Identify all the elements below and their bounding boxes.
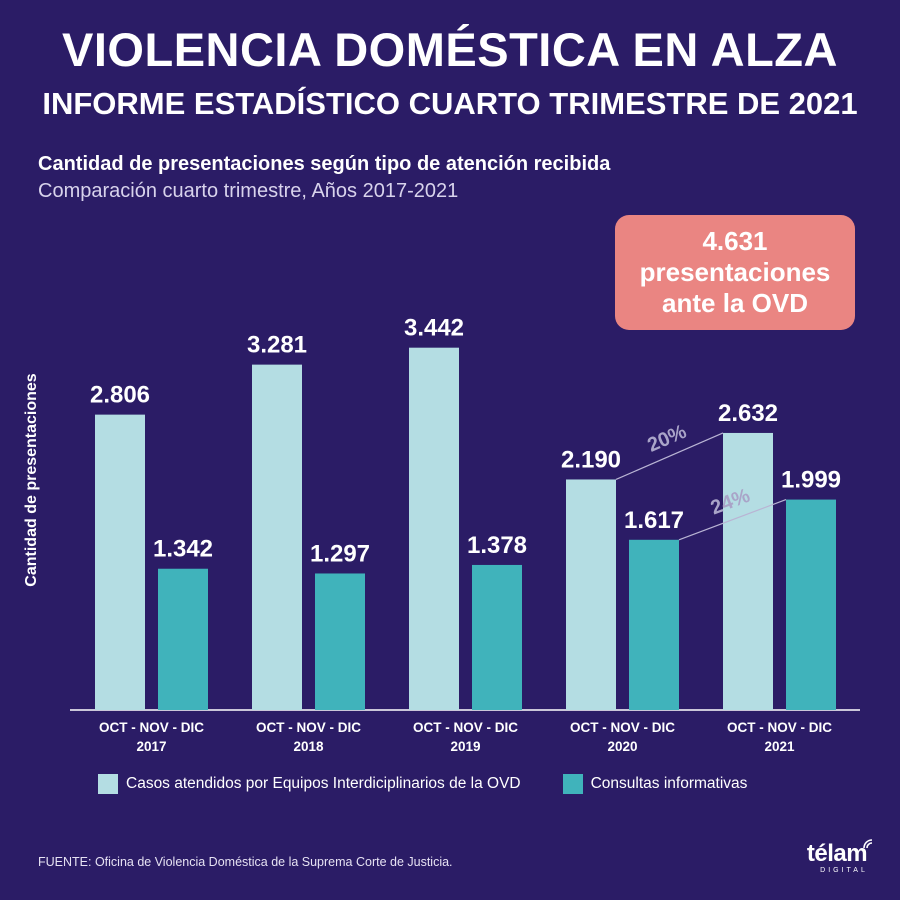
data-label-casos-2020: 2.190 — [561, 446, 621, 473]
data-label-casos-2018: 3.281 — [247, 332, 307, 359]
x-tick-year-2020: 2020 — [607, 739, 637, 754]
x-tick-label-2019: OCT - NOV - DIC — [413, 720, 518, 735]
chart-subtitle: Comparación cuarto trimestre, Años 2017-… — [38, 180, 459, 202]
legend-item-casos: Casos atendidos por Equipos Interdicipli… — [98, 774, 521, 794]
x-tick-year-2017: 2017 — [136, 739, 166, 754]
x-tick-label-2018: OCT - NOV - DIC — [256, 720, 361, 735]
x-tick-label-2017: OCT - NOV - DIC — [99, 720, 204, 735]
growth-line-0 — [615, 432, 724, 481]
data-label-casos-2017: 2.806 — [90, 382, 150, 409]
data-label-casos-2019: 3.442 — [404, 315, 464, 342]
brand-name: télam — [806, 840, 868, 867]
legend-swatch-casos — [98, 774, 118, 794]
bar-casos-2021 — [723, 432, 773, 710]
chart-title: Cantidad de presentaciones según tipo de… — [38, 153, 611, 175]
x-tick-year-2021: 2021 — [764, 739, 795, 754]
legend-label-consultas: Consultas informativas — [590, 775, 748, 792]
legend-swatch-consultas — [562, 774, 583, 794]
callout-line2: presentaciones — [639, 257, 831, 287]
legend: Casos atendidos por Equipos Interdicipli… — [98, 774, 789, 794]
data-label-consultas-2021: 1.999 — [781, 467, 841, 494]
bar-casos-2018 — [252, 364, 302, 710]
growth-annotation-0: 20% — [644, 421, 690, 457]
legend-item-consultas: Consultas informativas — [562, 774, 748, 794]
source-note: FUENTE: Oficina de Violencia Doméstica d… — [38, 855, 453, 869]
bar-consultas-2020 — [629, 539, 679, 710]
bar-consultas-2017 — [158, 568, 208, 710]
telam-logo: télam DIGITAL — [792, 839, 882, 876]
data-label-consultas-2019: 1.378 — [467, 532, 527, 559]
x-tick-year-2019: 2019 — [450, 739, 480, 754]
x-tick-year-2018: 2018 — [293, 739, 324, 754]
data-label-consultas-2018: 1.297 — [310, 540, 370, 567]
y-axis-label: Cantidad de presentaciones — [23, 373, 40, 586]
bar-consultas-2021 — [786, 499, 836, 710]
bar-casos-2020 — [566, 479, 616, 710]
x-tick-label-2021: OCT - NOV - DIC — [727, 720, 832, 735]
total-callout: 4.631 presentaciones ante la OVD — [615, 215, 855, 330]
page-subtitle: INFORME ESTADÍSTICO CUARTO TRIMESTRE DE … — [42, 86, 858, 121]
legend-label-casos: Casos atendidos por Equipos Interdicipli… — [126, 775, 521, 792]
data-label-casos-2021: 2.632 — [718, 400, 778, 427]
bar-consultas-2018 — [315, 573, 365, 710]
callout-line3: ante la OVD — [662, 288, 808, 318]
data-label-consultas-2017: 1.342 — [153, 536, 213, 563]
growth-line-1 — [678, 499, 787, 541]
bar-casos-2019 — [409, 347, 459, 710]
x-tick-label-2020: OCT - NOV - DIC — [570, 720, 675, 735]
signal-icon — [863, 839, 873, 849]
page-title: VIOLENCIA DOMÉSTICA EN ALZA — [62, 23, 838, 76]
callout-total: 4.631 — [702, 226, 768, 256]
bar-casos-2017 — [95, 414, 145, 710]
data-label-consultas-2020: 1.617 — [624, 507, 684, 534]
bar-consultas-2019 — [472, 564, 522, 710]
brand-sub: DIGITAL — [820, 867, 868, 874]
